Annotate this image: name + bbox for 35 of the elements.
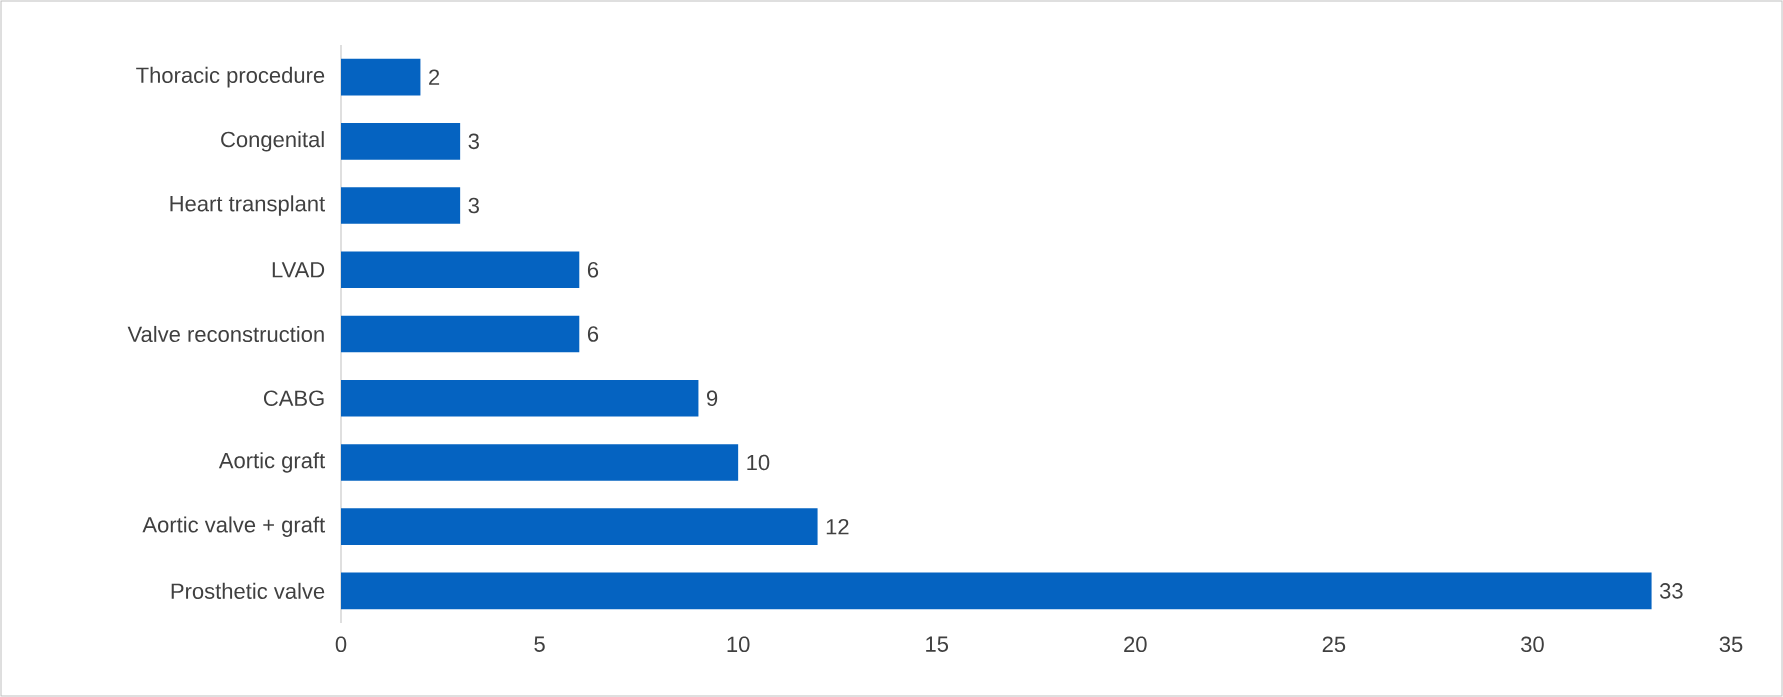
data-label: 9 bbox=[707, 390, 718, 407]
bar bbox=[341, 508, 818, 545]
data-label: 6 bbox=[587, 326, 599, 342]
x-tick-label: 20 bbox=[1124, 636, 1147, 653]
y-tick-label: Heart transplant bbox=[170, 195, 326, 216]
x-tick-label: 25 bbox=[1322, 636, 1346, 653]
data-label: 3 bbox=[468, 197, 479, 214]
x-tick-label: 35 bbox=[1719, 636, 1743, 653]
bar bbox=[341, 123, 461, 160]
x-tick-label: 30 bbox=[1521, 636, 1544, 653]
bar bbox=[341, 187, 461, 224]
bar bbox=[341, 572, 1652, 610]
x-tick-label: 0 bbox=[335, 636, 347, 653]
y-tick-label: Thoracic procedure bbox=[136, 66, 325, 88]
bar bbox=[341, 315, 580, 353]
bar bbox=[341, 379, 699, 417]
data-label: 33 bbox=[1659, 583, 1683, 599]
bar bbox=[341, 58, 421, 96]
y-tick-label: Prosthetic valve bbox=[171, 582, 325, 599]
data-label: 12 bbox=[826, 518, 849, 535]
x-tick-label: 15 bbox=[926, 636, 949, 652]
y-tick-label: Valve reconstruction bbox=[127, 325, 324, 343]
y-tick-label: Aortic graft bbox=[218, 452, 326, 473]
x-tick-label: 5 bbox=[534, 636, 545, 652]
y-tick-label: CABG bbox=[263, 390, 324, 407]
x-tick-label: 10 bbox=[727, 636, 750, 653]
y-tick-label: Aortic valve + graft bbox=[142, 516, 326, 537]
y-tick-label: LVAD bbox=[272, 262, 325, 278]
data-label: 6 bbox=[587, 261, 599, 278]
y-tick-label: Congenital bbox=[221, 131, 324, 152]
data-label: 2 bbox=[429, 69, 440, 85]
data-label: 10 bbox=[747, 454, 770, 471]
bar bbox=[341, 251, 580, 289]
data-label: 3 bbox=[468, 133, 479, 150]
bar bbox=[341, 444, 739, 481]
